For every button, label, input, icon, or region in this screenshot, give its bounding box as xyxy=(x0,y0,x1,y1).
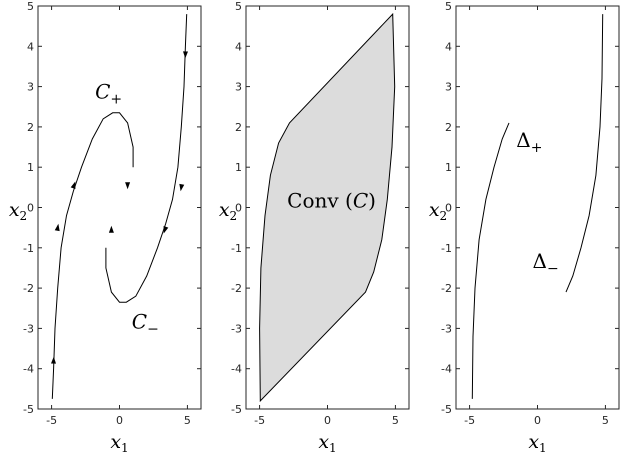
x-tick-label: 0 xyxy=(324,414,331,427)
y-tick-label: -5 xyxy=(23,403,34,416)
direction-arrow-1-3 xyxy=(51,356,56,364)
direction-arrow-1-4 xyxy=(125,182,131,190)
x-axis-label: x1 xyxy=(528,431,546,455)
annotation-2: C− xyxy=(132,309,159,337)
direction-arrow-2-4 xyxy=(108,225,114,233)
direction-arrow-2-2 xyxy=(179,183,185,192)
series-2-line xyxy=(565,14,604,293)
y-tick-label: -5 xyxy=(441,403,452,416)
y-tick-label: 4 xyxy=(235,40,242,53)
y-axis-label: x2 xyxy=(429,199,447,223)
annotation-1: C+ xyxy=(95,80,122,108)
direction-arrow-2-1 xyxy=(163,226,169,234)
y-tick-label: -4 xyxy=(23,363,34,376)
y-tick-label: -2 xyxy=(23,282,34,295)
x-tick-label: 0 xyxy=(534,414,541,427)
y-tick-label: 5 xyxy=(27,0,34,13)
y-tick-label: 5 xyxy=(235,0,242,13)
y-tick-label: -1 xyxy=(441,242,452,255)
x-tick-label: 0 xyxy=(116,414,123,427)
y-tick-label: 4 xyxy=(27,40,34,53)
series-2-line xyxy=(105,14,188,303)
annotation-2: Δ− xyxy=(533,249,559,277)
y-tick-label: 5 xyxy=(445,0,452,13)
y-tick-label: 2 xyxy=(27,121,34,134)
y-tick-label: -4 xyxy=(441,363,452,376)
x-tick-label: 5 xyxy=(602,414,609,427)
series-1-line xyxy=(51,112,134,399)
panel-right: -5 0 5 -5 -4 -3 -2 -1 0 1 2 3 4 5 x1 x2 Δ+ Δ− xyxy=(429,0,620,455)
annotation-1: Conv (C) xyxy=(287,189,376,213)
direction-arrow-2-3 xyxy=(183,51,188,59)
hull-area xyxy=(259,12,396,403)
y-tick-label: 4 xyxy=(445,40,452,53)
y-tick-label: 1 xyxy=(235,161,242,174)
y-tick-label: 2 xyxy=(235,121,242,134)
y-tick-label: -5 xyxy=(231,403,242,416)
axes-box xyxy=(37,5,202,410)
y-tick-label: -2 xyxy=(441,282,452,295)
y-tick-label: -1 xyxy=(23,242,34,255)
x-axis-label: x1 xyxy=(110,431,128,455)
y-tick-label: 0 xyxy=(445,202,452,215)
direction-arrow-1-2 xyxy=(54,223,60,232)
y-tick-label: 1 xyxy=(27,161,34,174)
x-tick-label: -5 xyxy=(46,414,57,427)
series-1-line xyxy=(471,122,510,399)
y-tick-label: 0 xyxy=(235,202,242,215)
panel-middle: -5 0 5 -5 -4 -3 -2 -1 0 1 2 3 4 5 x1 x2 Conv (C) xyxy=(219,0,410,455)
annotation-1: Δ+ xyxy=(516,128,542,156)
y-tick-label: 3 xyxy=(445,81,452,94)
x-axis-label: x1 xyxy=(318,431,336,455)
direction-arrow-1-1 xyxy=(70,181,76,189)
x-tick-label: -5 xyxy=(464,414,475,427)
y-tick-label: 0 xyxy=(27,202,34,215)
y-tick-label: 2 xyxy=(445,121,452,134)
y-tick-label: -1 xyxy=(231,242,242,255)
x-tick-label: -5 xyxy=(254,414,265,427)
y-tick-label: -3 xyxy=(441,322,452,335)
x-tick-label: 5 xyxy=(392,414,399,427)
y-tick-label: 3 xyxy=(27,81,34,94)
x-tick-label: 5 xyxy=(184,414,191,427)
y-tick-label: 3 xyxy=(235,81,242,94)
panel-left: -5 0 5 -5 -4 -3 -2 -1 0 1 2 3 4 5 x1 x2 C+ C− xyxy=(9,0,202,455)
y-axis-label: x2 xyxy=(9,199,27,223)
y-tick-label: -3 xyxy=(231,322,242,335)
y-tick-label: 1 xyxy=(445,161,452,174)
y-tick-label: -4 xyxy=(231,363,242,376)
y-axis-label: x2 xyxy=(219,199,237,223)
y-tick-label: -2 xyxy=(231,282,242,295)
y-tick-label: -3 xyxy=(23,322,34,335)
axes-box xyxy=(455,5,620,410)
